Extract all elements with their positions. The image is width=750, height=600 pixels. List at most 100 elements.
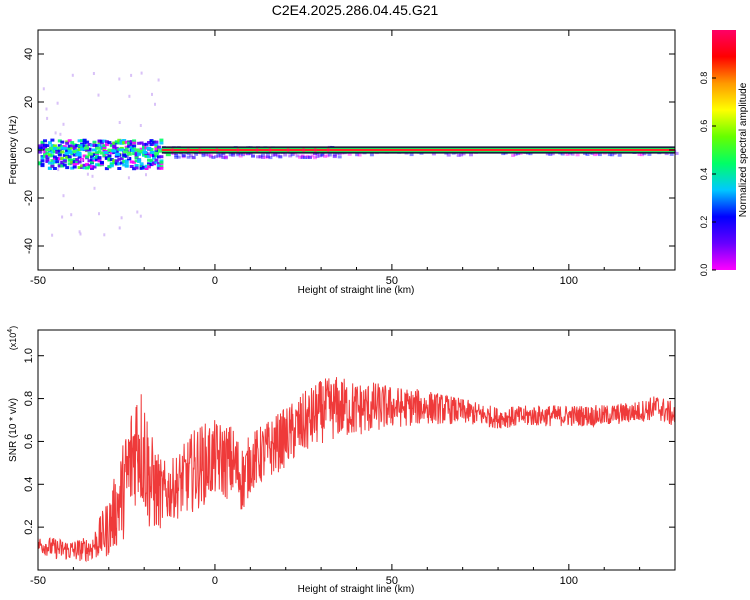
spectrogram-cell [263,155,268,159]
spectrogram-cell [156,166,161,170]
spectrogram-cell [62,145,67,149]
spectrogram-cell [104,156,109,160]
spectrogram-cell [99,145,104,149]
spectrogram-x-ticks: -50 0 50 100 [30,30,676,287]
spectrogram-cell [40,159,45,163]
spectrogram-cell [47,161,52,165]
spectrogram-cell [154,140,159,144]
spectrogram-cell [46,116,49,120]
spectrogram-cell [55,150,60,154]
spectrogram-cell [119,157,124,161]
carrier-peak [197,148,202,152]
spectrogram-cell [147,155,151,159]
x-tick-label: 100 [560,575,578,587]
spectrogram-cell [191,156,196,159]
spectrogram-cell [216,154,221,158]
spectrogram-cell [251,154,255,158]
y-tick-label: -40 [23,238,35,254]
spectrogram-cell [90,160,94,164]
spectrogram-cell [50,154,55,158]
spectrogram-cell [87,143,92,146]
spectrogram-cell [70,146,75,150]
spectrogram-cell [82,154,87,158]
spectrogram-cell [595,152,600,156]
spectrogram-cell [431,152,436,156]
spectrogram-cell [38,144,42,148]
spectrogram-cell [70,166,75,170]
spectrogram-cell [45,159,50,162]
spectrogram-cell [142,152,146,156]
spectrogram-cell [218,155,223,159]
spectrogram-cell [501,152,506,156]
spectrogram-cell [146,146,152,150]
spectrogram-cell [114,146,119,150]
snr-scale-base: (x10 [8,333,18,351]
spectrogram-cell [194,152,199,156]
spectrogram-cell [273,152,278,156]
spectrogram-cell [72,160,77,164]
colorbar-label: Normalized spectral amplitude [738,82,749,217]
spectrogram-cell [87,165,92,169]
spectrogram-cell [67,139,72,143]
spectrogram-cell [137,141,142,145]
spectrogram-cell [65,166,70,170]
spectrogram-cell [145,173,147,177]
spectrogram-cell [124,161,129,165]
spectrogram-cell [139,141,144,145]
spectrogram-cell [147,162,151,166]
spectrogram-cell [134,166,139,170]
spectrogram-cell [65,149,70,153]
spectrogram-cell [332,154,337,158]
carrier-peak [286,148,290,152]
spectrogram-cell [201,154,206,158]
spectrogram-cell [92,165,97,169]
spectrogram-cell [134,164,139,168]
carrier-band-core [161,149,676,151]
spectrogram-cell [109,164,114,168]
spectrogram-cell [107,158,112,162]
y-tick-label: 0.2 [23,519,35,534]
spectrogram-cell [570,152,575,156]
spectrogram-cell [79,232,82,236]
spectrogram-cell [575,153,580,157]
spectrogram-cell [134,153,139,157]
spectrogram-cell [76,151,82,155]
spectrogram-cell [82,141,87,145]
spectrogram-cell [81,159,84,163]
spectrogram-cell [50,138,55,142]
spectrogram-cell [122,153,127,157]
spectrogram-cell [647,152,652,156]
spectrogram-cell [85,148,90,152]
spectrogram-cell [218,153,223,157]
spectrogram-cell [52,160,57,163]
spectrogram-cell [513,152,518,156]
spectrogram-cell [332,153,337,157]
spectrogram-cell [129,140,134,144]
spectrogram-cell [156,163,161,167]
spectrogram-cell [303,156,308,159]
spectrogram-cell [50,144,55,148]
spectrogram-cell [57,149,62,153]
spectrogram-cell [446,153,451,157]
spectrogram-cell [142,165,146,169]
spectrogram-cell [103,151,109,155]
spectrogram-cell [65,147,70,151]
spectrogram-cell [52,144,57,148]
spectrogram-cell [149,158,154,162]
spectrogram-cell [258,154,263,158]
spectrogram-cell [134,155,139,159]
spectrogram-cell [104,140,109,144]
spectrogram-cell [154,151,160,155]
spectrogram-cell [112,161,117,164]
spectrogram-cell [122,139,127,142]
colorbar-ticks: 0.0 0.2 0.4 0.6 0.8 [699,72,716,276]
spectrogram-cell [77,155,82,159]
spectrogram-cell [60,157,65,160]
spectrogram-cell [84,146,89,150]
spectrogram-cell [231,153,236,157]
spectrogram-cell [181,154,186,158]
spectrogram-cell [72,158,77,161]
spectrogram-cell [62,153,67,157]
spectrogram-cell [149,163,154,167]
spectrogram-cell [107,141,112,145]
